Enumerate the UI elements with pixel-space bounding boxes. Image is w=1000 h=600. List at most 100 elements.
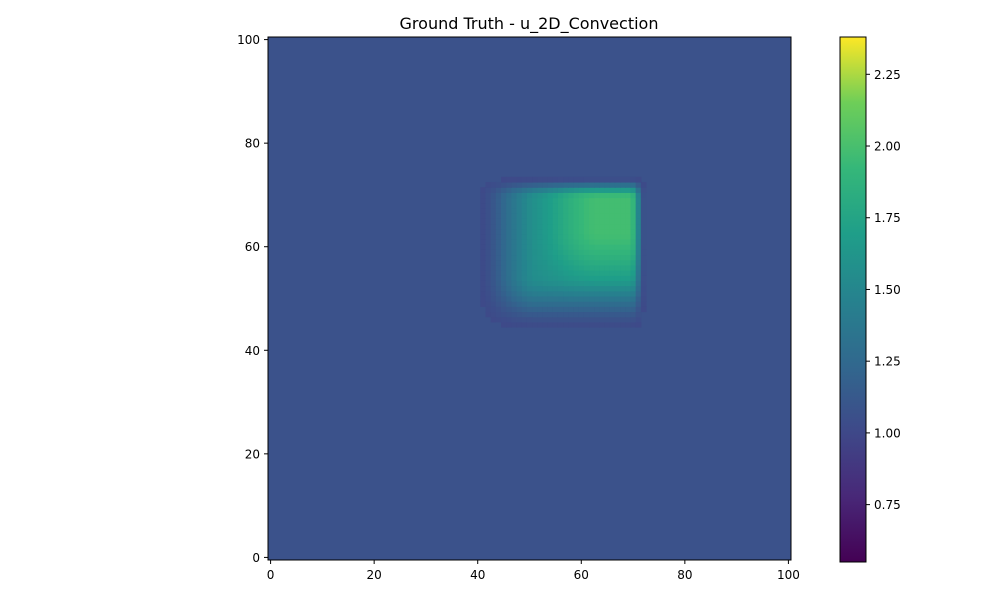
heatmap-cell [563, 208, 569, 214]
heatmap-cell [625, 182, 631, 188]
heatmap-cell [517, 317, 523, 323]
heatmap-cell [574, 286, 580, 292]
heatmap-cell [630, 317, 636, 323]
heatmap-cell [568, 260, 574, 266]
heatmap-cell [496, 296, 502, 302]
heatmap-cell [641, 286, 647, 292]
heatmap-cell [511, 322, 517, 328]
heatmap-cell [537, 213, 543, 219]
heatmap-cell [610, 249, 616, 255]
heatmap-cell [522, 291, 528, 297]
heatmap-cell [594, 213, 600, 219]
heatmap-cell [610, 265, 616, 271]
heatmap-cell [532, 296, 538, 302]
heatmap-cell [537, 275, 543, 281]
heatmap-cell [480, 187, 486, 193]
heatmap-cell [491, 234, 497, 240]
heatmap-cell [537, 265, 543, 271]
heatmap-cell [501, 229, 507, 235]
heatmap-cell [517, 254, 523, 260]
heatmap-cell [589, 306, 595, 312]
heatmap-cell [641, 239, 647, 245]
heatmap-cell [537, 203, 543, 209]
heatmap-cell [574, 192, 580, 198]
heatmap-cell [491, 192, 497, 198]
heatmap-cell [584, 244, 590, 250]
heatmap-cell [610, 223, 616, 229]
x-tick-label: 0 [267, 568, 275, 582]
heatmap-cell [579, 218, 585, 224]
heatmap-cell [522, 280, 528, 286]
heatmap-cell [511, 317, 517, 323]
heatmap-cell [506, 275, 512, 281]
heatmap-cell [636, 198, 642, 204]
heatmap-cell [485, 254, 491, 260]
heatmap-cell [532, 229, 538, 235]
heatmap-cell [610, 198, 616, 204]
heatmap-cell [620, 244, 626, 250]
heatmap-cell [636, 203, 642, 209]
heatmap-cell [594, 182, 600, 188]
heatmap-cell [563, 260, 569, 266]
x-tick-label: 60 [574, 568, 589, 582]
heatmap-cell [522, 223, 528, 229]
heatmap-cell [620, 229, 626, 235]
heatmap-cell [532, 244, 538, 250]
heatmap-cell [553, 198, 559, 204]
heatmap-cell [485, 213, 491, 219]
heatmap-cell [501, 187, 507, 193]
heatmap-cell [594, 187, 600, 193]
heatmap-cell [615, 317, 621, 323]
heatmap-cell [553, 260, 559, 266]
heatmap-cell [491, 239, 497, 245]
heatmap-cell [615, 213, 621, 219]
heatmap-cell [485, 187, 491, 193]
heatmap-cell [563, 203, 569, 209]
heatmap-cell [610, 260, 616, 266]
heatmap-cell [630, 187, 636, 193]
heatmap-cell [537, 260, 543, 266]
heatmap-cell [491, 223, 497, 229]
heatmap-cell [568, 192, 574, 198]
heatmap-cell [501, 311, 507, 317]
heatmap-cell [517, 249, 523, 255]
heatmap-cell [620, 291, 626, 297]
heatmap-cell [579, 239, 585, 245]
heatmap-cell [563, 234, 569, 240]
heatmap-cell [522, 218, 528, 224]
heatmap-cell [636, 306, 642, 312]
heatmap-cell [563, 192, 569, 198]
heatmap-cell [589, 275, 595, 281]
heatmap-cell [553, 187, 559, 193]
heatmap-cell [542, 291, 548, 297]
heatmap-cell [605, 234, 611, 240]
heatmap-cell [537, 317, 543, 323]
heatmap-cell [491, 280, 497, 286]
heatmap-cell [511, 218, 517, 224]
heatmap-cell [496, 301, 502, 307]
heatmap-cell [501, 280, 507, 286]
heatmap-cell [574, 203, 580, 209]
heatmap-cell [594, 301, 600, 307]
heatmap-cell [620, 301, 626, 307]
heatmap-cell [568, 301, 574, 307]
heatmap-cell [615, 249, 621, 255]
heatmap-cell [630, 249, 636, 255]
heatmap-cell [636, 192, 642, 198]
heatmap-cell [537, 286, 543, 292]
heatmap-cell [584, 182, 590, 188]
heatmap-cell [630, 301, 636, 307]
heatmap-cell [501, 322, 507, 328]
heatmap-cell [522, 198, 528, 204]
colorbar-ticks: 0.75 1.00 1.25 1.50 1.75 2.00 2.25 [866, 68, 901, 512]
heatmap-cell [625, 311, 631, 317]
heatmap-cell [553, 311, 559, 317]
heatmap-cell [527, 322, 533, 328]
heatmap-cell [537, 218, 543, 224]
heatmap-cell [615, 218, 621, 224]
heatmap-cell [542, 260, 548, 266]
heatmap-cell [506, 244, 512, 250]
heatmap-cell [522, 275, 528, 281]
heatmap-cell [620, 275, 626, 281]
heatmap-cell [610, 218, 616, 224]
